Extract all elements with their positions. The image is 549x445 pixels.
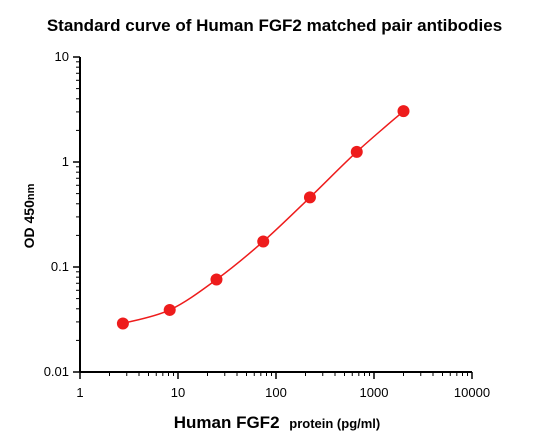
y-axis-label-suffix: nm xyxy=(25,183,37,200)
x-tick-label: 10 xyxy=(171,385,185,400)
y-tick-label: 0.01 xyxy=(44,364,69,379)
y-tick-label: 10 xyxy=(55,49,69,64)
data-point xyxy=(303,191,316,204)
x-axis-label-suffix: protein (pg/ml) xyxy=(289,416,380,431)
data-point xyxy=(163,303,176,316)
x-tick-label: 100 xyxy=(265,385,287,400)
axes: 1 10 100 1000 10000 0.01 0.1 1 10 xyxy=(44,49,490,400)
chart-title: Standard curve of Human FGF2 matched pai… xyxy=(46,16,503,35)
y-axis-label-main: OD 450 xyxy=(21,200,37,248)
x-tick-label: 1000 xyxy=(360,385,389,400)
y-tick-label: 1 xyxy=(62,154,69,169)
fit-curve xyxy=(122,110,404,325)
data-point xyxy=(397,105,410,118)
data-point xyxy=(210,273,223,286)
data-point xyxy=(116,317,129,330)
data-point xyxy=(350,145,363,158)
y-tick-label: 0.1 xyxy=(51,259,69,274)
x-tick-label: 1 xyxy=(76,385,83,400)
x-axis-label: Human FGF2 protein (pg/ml) xyxy=(174,413,381,432)
data-point xyxy=(257,235,270,248)
x-tick-label: 10000 xyxy=(454,385,490,400)
x-axis-label-main: Human FGF2 xyxy=(174,413,280,432)
fit-curve-layer xyxy=(122,110,404,325)
y-axis-label: OD 450nm xyxy=(21,183,37,248)
data-points-layer xyxy=(116,105,410,330)
